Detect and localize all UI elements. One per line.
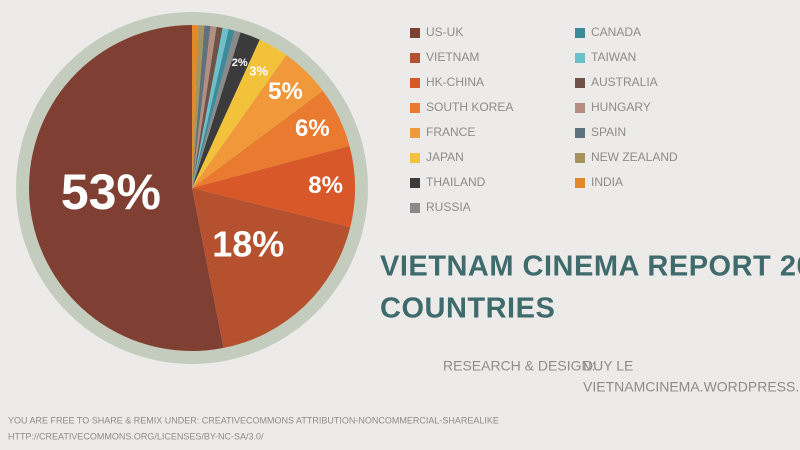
pie-slice <box>192 25 211 189</box>
pie-slice <box>192 145 355 228</box>
data-label: 2% <box>232 57 248 69</box>
legend-swatch <box>575 78 585 88</box>
legend-swatch <box>575 53 585 63</box>
license-text: YOU ARE FREE TO SHARE & REMIX UNDER: CRE… <box>8 415 499 425</box>
pie-slice <box>192 39 287 188</box>
legend-label: TAIWAN <box>591 50 636 64</box>
legend-swatch <box>575 103 585 113</box>
chart-subtitle: COUNTRIES <box>380 293 555 325</box>
pie-slice <box>192 188 351 348</box>
license-url: HTTP://CREATIVECOMMONS.ORG/LICENSES/BY-N… <box>8 431 264 441</box>
legend-swatch <box>410 103 420 113</box>
pie-slice <box>192 32 260 189</box>
legend-swatch <box>575 28 585 38</box>
data-label: 18% <box>212 223 284 264</box>
pie-slice <box>192 25 205 189</box>
data-label: 5% <box>268 78 303 105</box>
pie-slice <box>192 90 350 188</box>
legend-label: HK-CHINA <box>426 75 484 89</box>
legend-label: SOUTH KOREA <box>426 100 513 114</box>
legend-label: AUSTRALIA <box>591 75 658 89</box>
legend-label: HUNGARY <box>591 100 651 114</box>
chart-title: VIETNAM CINEMA REPORT 2016 <box>380 251 800 283</box>
credit-website: VIETNAMCINEMA.WORDPRESS.COM <box>583 379 800 395</box>
legend-swatch <box>575 128 585 138</box>
legend-label: JAPAN <box>426 150 464 164</box>
legend-label: NEW ZEALAND <box>591 150 678 164</box>
pie-slice <box>192 55 323 188</box>
data-label: 8% <box>308 172 343 199</box>
legend-swatch <box>575 178 585 188</box>
legend-label: FRANCE <box>426 125 475 139</box>
legend-label: INDIA <box>591 175 623 189</box>
pie-slice <box>192 29 235 189</box>
legend-swatch <box>410 28 420 38</box>
legend-swatch <box>410 53 420 63</box>
legend-swatch <box>575 153 585 163</box>
legend-label: CANADA <box>591 25 641 39</box>
pie-slice <box>192 26 223 188</box>
pie-slice <box>29 25 224 352</box>
credit-role: RESEARCH & DESIGN: <box>443 358 595 374</box>
legend-label: VIETNAM <box>426 50 479 64</box>
data-label: 3% <box>249 64 268 79</box>
legend-label: SPAIN <box>591 125 626 139</box>
pie-slice <box>192 30 241 189</box>
data-label: 53% <box>61 164 161 220</box>
legend-swatch <box>410 78 420 88</box>
data-label: 6% <box>295 115 330 142</box>
legend-label: RUSSIA <box>426 200 471 214</box>
legend-swatch <box>410 203 420 213</box>
legend-swatch <box>410 178 420 188</box>
pie-slice <box>192 27 229 188</box>
legend-label: THAILAND <box>426 175 486 189</box>
legend-swatch <box>410 153 420 163</box>
legend-swatch <box>410 128 420 138</box>
credit-author: DUY LE <box>583 358 633 374</box>
pie-slice <box>192 25 199 188</box>
legend-label: US-UK <box>426 25 463 39</box>
pie-slice <box>192 26 217 188</box>
